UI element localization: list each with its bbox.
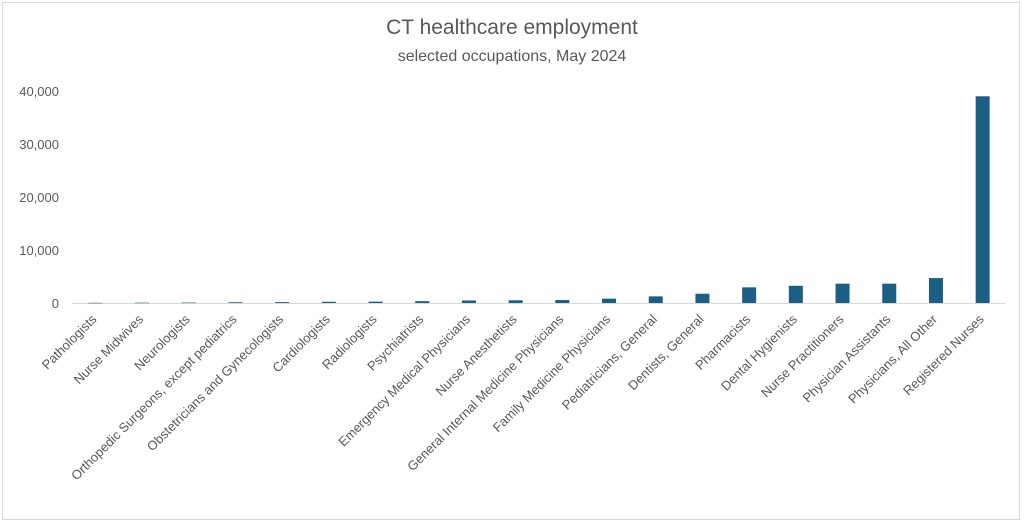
bar (368, 301, 383, 303)
bar (928, 278, 943, 303)
y-tick-label: 0 (52, 296, 59, 311)
bar (555, 300, 570, 303)
bar (882, 283, 897, 303)
bar (415, 301, 430, 303)
x-tick-label: Nurse Anesthetists (433, 311, 521, 399)
bar (648, 296, 663, 303)
bar (835, 283, 850, 303)
bar (602, 298, 617, 303)
bar (88, 302, 103, 304)
bar (461, 300, 476, 303)
y-tick-label: 40,000 (19, 84, 59, 99)
bar (508, 300, 523, 303)
bar (181, 302, 196, 304)
bar (975, 96, 990, 303)
x-tick-label: Physician Assistants (799, 311, 893, 405)
y-axis: 0 10,000 20,000 30,000 40,000 (19, 84, 59, 311)
bar (275, 302, 290, 303)
y-tick-label: 20,000 (19, 190, 59, 205)
bar (228, 302, 243, 303)
bar-series (88, 96, 990, 304)
x-tick-label: Registered Nurses (900, 311, 987, 398)
x-tick-label: Nurse Practitioners (758, 311, 847, 400)
x-tick-label: Physicians, All Other (845, 311, 940, 406)
y-tick-label: 10,000 (19, 243, 59, 258)
x-tick-label: Orthopedic Surgeons, except pediatrics (68, 311, 240, 483)
bar (742, 287, 757, 303)
bar (695, 293, 710, 303)
chart-title: CT healthcare employment (386, 16, 638, 39)
chart-subtitle: selected occupations, May 2024 (397, 48, 627, 65)
bar (321, 301, 336, 303)
bar (788, 285, 803, 303)
y-tick-label: 30,000 (19, 137, 59, 152)
bar (135, 302, 150, 304)
